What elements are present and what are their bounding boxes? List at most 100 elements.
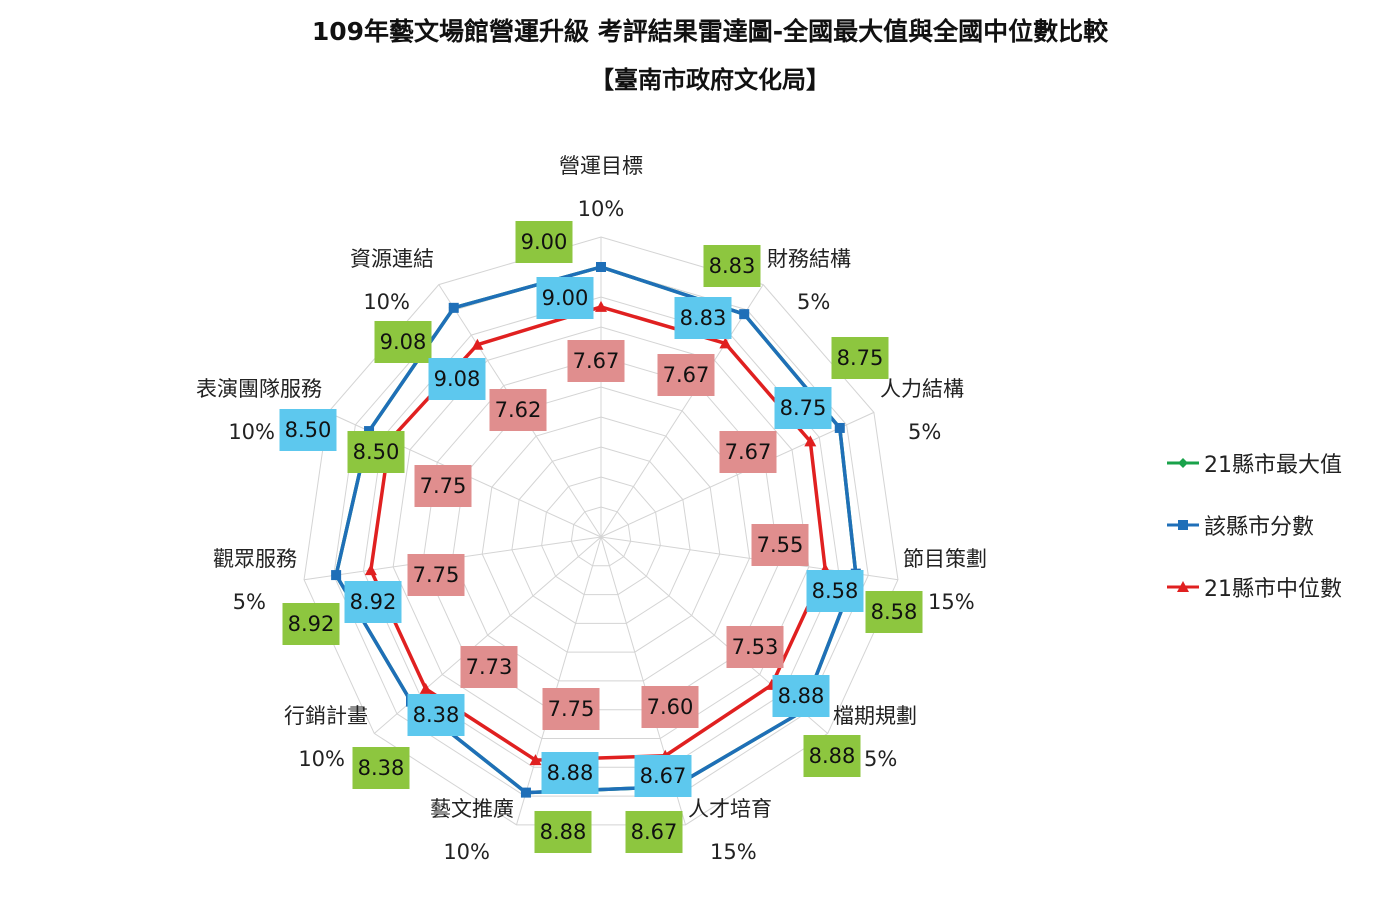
data-label-text: 8.92: [288, 612, 335, 636]
data-label-box: [865, 591, 923, 633]
data-label-text: 8.58: [871, 600, 918, 624]
data-label-box: [344, 581, 402, 623]
data-label-1-9: 8.92: [282, 603, 340, 645]
data-label-box: [806, 570, 864, 612]
data-label-1-8: 8.38: [352, 747, 410, 789]
axis-label-7: 藝文推廣: [430, 797, 514, 821]
data-label-box: [279, 409, 337, 451]
data-label-1-3: 8.75: [831, 337, 889, 379]
legend-item-max: 21縣市最大值: [1166, 448, 1342, 478]
data-label-text: 7.75: [548, 697, 595, 721]
data-label-box: [674, 297, 732, 339]
data-label-box: [751, 524, 809, 566]
axis-weight-5: 5%: [864, 747, 897, 771]
data-label-2-11: 9.08: [428, 358, 486, 400]
axis-label-5: 檔期規劃: [833, 704, 917, 728]
data-label-box: [414, 465, 472, 507]
data-label-2-2: 8.83: [674, 297, 732, 339]
data-label-box: [407, 694, 465, 736]
series-3-point-11: [471, 338, 484, 350]
data-label-text: 8.75: [780, 396, 827, 420]
data-label-2-1: 9.00: [536, 277, 594, 319]
data-label-text: 8.88: [540, 820, 587, 844]
axis-label-11: 資源連結: [350, 247, 434, 271]
data-label-box: [641, 686, 699, 728]
data-label-1-7: 8.88: [534, 811, 592, 853]
data-label-box: [347, 431, 405, 473]
series-3-point-1: [595, 300, 607, 312]
legend-swatch-median: [1167, 581, 1199, 592]
axis-weight-7: 10%: [443, 840, 490, 864]
data-label-3-3: 7.67: [719, 431, 777, 473]
axis-weight-6: 15%: [710, 840, 757, 864]
data-label-box: [803, 735, 861, 777]
legend-swatch-max: [1167, 458, 1199, 468]
data-label-text: 8.88: [547, 761, 594, 785]
data-label-text: 8.50: [353, 440, 400, 464]
data-label-3-5: 7.53: [726, 626, 784, 668]
legend-item-score: 該縣市分數: [1166, 510, 1342, 540]
data-label-box: [625, 811, 683, 853]
data-label-box: [282, 603, 340, 645]
data-label-text: 8.92: [350, 590, 397, 614]
data-label-text: 7.67: [725, 440, 772, 464]
data-label-box: [536, 277, 594, 319]
data-label-text: 9.00: [542, 286, 589, 310]
axis-weight-8: 10%: [298, 747, 345, 771]
data-label-box: [460, 646, 518, 688]
axis-weight-1: 10%: [578, 197, 625, 221]
data-label-box: [489, 389, 547, 431]
data-label-text: 8.88: [809, 744, 856, 768]
series-2-point-7: [520, 787, 531, 798]
data-label-box: [407, 554, 465, 596]
grid-spoke-7: [516, 536, 602, 825]
data-label-text: 8.67: [640, 764, 687, 788]
chart-legend: 21縣市最大值 該縣市分數 21縣市中位數: [1166, 448, 1342, 634]
data-label-2-7: 8.88: [541, 752, 599, 794]
axis-label-8: 行銷計畫: [284, 704, 368, 728]
data-label-3-9: 7.75: [407, 554, 465, 596]
axis-label-1: 營運目標: [559, 154, 643, 178]
data-label-box: [703, 245, 761, 287]
legend-item-median: 21縣市中位數: [1166, 572, 1342, 602]
chart-title: 109年藝文場館營運升級 考評結果雷達圖-全國最大值與全國中位數比較: [311, 17, 1109, 46]
data-label-1-4: 8.58: [865, 591, 923, 633]
series-3-point-8: [419, 682, 432, 694]
grid-spoke-3: [600, 411, 875, 538]
data-label-2-3: 8.75: [774, 387, 832, 429]
data-label-2-9: 8.92: [344, 581, 402, 623]
data-label-box: [428, 358, 486, 400]
data-label-text: 9.08: [434, 367, 481, 391]
data-label-1-10: 8.50: [347, 431, 405, 473]
series-3-point-3: [804, 435, 817, 447]
data-label-2-6: 8.67: [634, 755, 692, 797]
data-label-text: 7.53: [732, 635, 779, 659]
data-label-2-5: 8.88: [772, 675, 830, 717]
axis-weight-2: 5%: [797, 290, 830, 314]
axis-weight-4: 15%: [928, 590, 975, 614]
series-2-point-9: [331, 570, 342, 581]
chart-subtitle: 【臺南市政府文化局】: [590, 66, 830, 94]
data-label-text: 7.67: [663, 363, 710, 387]
data-label-text: 7.75: [413, 563, 460, 587]
data-label-text: 9.08: [380, 330, 427, 354]
data-label-text: 7.67: [573, 349, 620, 373]
axis-weight-3: 5%: [908, 420, 941, 444]
data-label-text: 8.83: [709, 254, 756, 278]
grid-ring-10: [303, 236, 899, 826]
series-2-point-3: [834, 422, 845, 433]
data-label-3-4: 7.55: [751, 524, 809, 566]
data-label-box: [567, 340, 625, 382]
data-label-text: 7.75: [420, 474, 467, 498]
grid-ring-2: [541, 476, 661, 596]
grid-ring-7: [392, 326, 810, 739]
data-label-box: [772, 675, 830, 717]
data-label-text: 8.67: [631, 820, 678, 844]
data-label-box: [374, 321, 432, 363]
data-label-text: 8.88: [778, 684, 825, 708]
axis-weight-10: 10%: [228, 420, 275, 444]
data-label-1-1: 9.00: [515, 221, 573, 263]
grid-ring-3: [511, 446, 691, 624]
data-label-box: [515, 221, 573, 263]
